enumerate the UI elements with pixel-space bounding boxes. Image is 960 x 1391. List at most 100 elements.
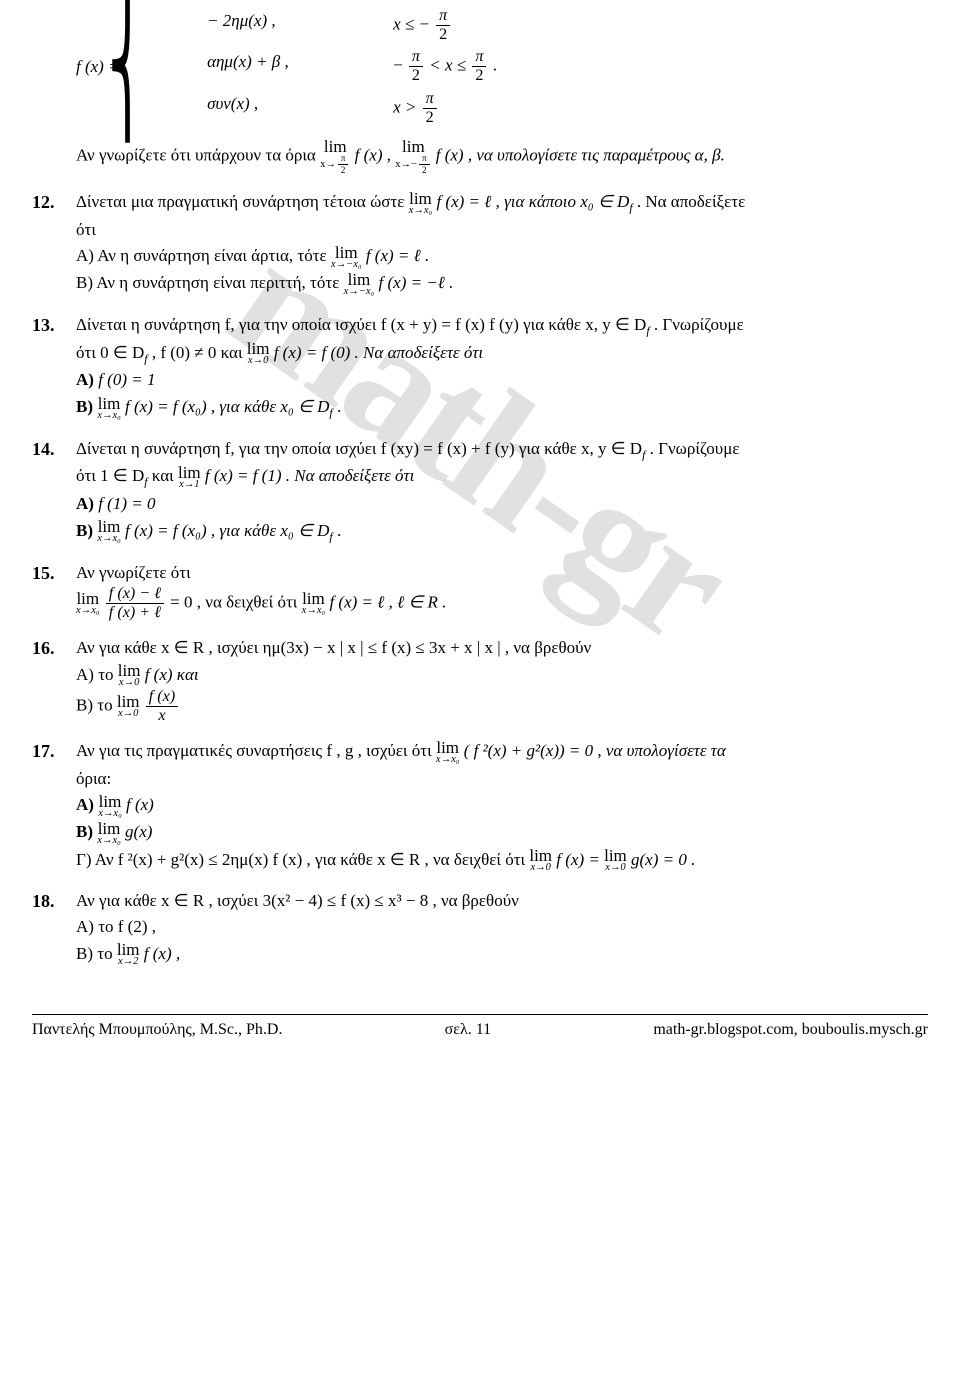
limit: limx→x₀ [97,395,121,422]
problem-body: Δίνεται μια πραγματική συνάρτηση τέτοια … [76,189,928,298]
text: ( f ²(x) + g²(x)) = 0 , να υπολογίσετε τ… [464,741,726,760]
lim-bot: x→0 [119,678,139,689]
sub-c: Γ) Αν f ²(x) + g²(x) ≤ 2ημ(x) f (x) , γι… [76,847,928,874]
frac-d: 2 [409,67,423,84]
problem-16: 16. Αν για κάθε x ∈ R , ισχύει ημ(3x) − … [32,635,928,724]
frac: f (x)x [146,689,178,724]
text: ότι 0 ∈ D [76,343,144,362]
frac-d: 2 [423,109,437,126]
lim-bot: x→−π2 [395,154,431,175]
subscript: f [642,447,645,461]
lim-bot: x→0 [530,863,550,874]
page-content: f (x) = ⎨ − 2ημ(x) , x ≤ − π2 αημ(x) + β… [32,8,928,1039]
sub-a: Α) το limx→0 f (x) και [76,662,928,689]
case-3: συν(x) , x > π2 [207,91,497,126]
lim-bot-pre: x→ [320,159,336,170]
limit: lim x→−π2 [395,138,431,175]
sub-b: Β) limx→x₀ g(x) [76,819,928,846]
limit: limx→1 [178,464,201,491]
problem-number: 15. [32,560,76,622]
sub-b: Β) το limx→2 f (x) , [76,941,928,968]
limit: limx→0 [117,693,140,720]
problem-body: Αν για κάθε x ∈ R , ισχύει ημ(3x) − x | … [76,635,928,724]
problem-number: 16. [32,635,76,724]
problem-18: 18. Αν για κάθε x ∈ R , ισχύει 3(x² − 4)… [32,888,928,968]
text: f (x) = ℓ . [366,246,429,265]
problem-14: 14. Δίνεται η συνάρτηση f, για την οποία… [32,436,928,546]
piecewise-function: f (x) = ⎨ − 2ημ(x) , x ≤ − π2 αημ(x) + β… [76,8,497,126]
case-2: αημ(x) + β , − π2 < x ≤ π2 . [207,49,497,84]
frac-n: π [472,49,486,67]
lim-bot: x→x₀ [76,606,100,617]
frac: π2 [423,91,437,126]
sub-b: Β) limx→x₀ f (x) = f (x₀) , για κάθε x₀ … [76,394,928,422]
text: f (x) και [145,665,199,684]
problem-body: Αν γνωρίζετε ότι limx→x₀ f (x) − ℓ f (x)… [76,560,928,622]
case-cond: − π2 < x ≤ π2 . [393,49,497,84]
problem-11-text: Αν γνωρίζετε ότι υπάρχουν τα όρια lim x→… [76,138,928,175]
limit: limx→0 [118,662,141,689]
frac-n: f (x) [146,689,178,707]
lim-bot: x→x₀ [436,755,460,766]
limit: limx→0 [604,847,627,874]
case-cond-mid: < x ≤ [429,56,470,75]
text: Α) το [76,665,118,684]
text: f (x) = ℓ , ℓ ∈ R . [329,592,446,611]
case-cond: x ≤ − π2 [393,8,452,43]
text: f (x) = ℓ , για κάποιο x₀ ∈ D [436,192,629,211]
problem-number: 13. [32,312,76,422]
text: . Να αποδείξετε [637,192,745,211]
limit: limx→x₀ [436,739,460,766]
problem-12: 12. Δίνεται μια πραγματική συνάρτηση τέτ… [32,189,928,298]
text: f (x) = f (x₀) , για κάθε x₀ ∈ D [125,397,329,416]
text: Β) το [76,695,117,714]
lim-bot: x→−x₀ [331,260,362,271]
text: , f (0) ≠ 0 και [152,343,247,362]
text: Β) [76,397,97,416]
text: και [152,466,178,485]
subscript: f [144,351,147,365]
text: f (x) = f (x₀) , για κάθε x₀ ∈ D [125,521,329,540]
sub-a: Α) Αν η συνάρτηση είναι άρτια, τότε limx… [76,243,928,270]
limit: limx→0 [529,847,552,874]
text: Δίνεται η συνάρτηση f, για την οποία ισχ… [76,439,642,458]
problem-number: 18. [32,888,76,968]
frac: π2 [409,49,423,84]
text: Αν για κάθε x ∈ R , ισχύει ημ(3x) − x | … [76,638,591,657]
problem-number-blank [32,8,76,175]
text: Δίνεται μια πραγματική συνάρτηση τέτοια … [76,192,409,211]
lim-bot: x→0 [605,863,625,874]
problem-number: 14. [32,436,76,546]
lim-bot: x→x₀ [409,206,433,217]
subscript: f [646,323,649,337]
case-cond-post: . [493,56,497,75]
lim-bot: x→x₀ [97,534,121,545]
problem-number: 17. [32,738,76,874]
frac-n: π [338,154,349,165]
text: . [337,397,341,416]
limit: limx→x₀ [97,518,121,545]
problem-body: Δίνεται η συνάρτηση f, για την οποία ισχ… [76,436,928,546]
subscript: f [144,475,147,489]
sub-a: Α) f (1) = 0 [76,491,928,517]
lim-bot: x→x₀ [302,606,326,617]
case-cond-pre: x > [393,97,421,116]
frac-n: π [409,49,423,67]
cases: − 2ημ(x) , x ≤ − π2 αημ(x) + β , − π2 < … [207,8,497,126]
lim-bot: x→−x₀ [344,287,375,298]
frac-d: 2 [436,26,450,43]
frac-d: 2 [472,67,486,84]
limit: limx→x₀ [302,590,326,617]
text: ότι 1 ∈ D [76,466,144,485]
case-cond: x > π2 [393,91,439,126]
text: . Γνωρίζουμε [650,439,740,458]
text: = 0 , να δειχθεί ότι [170,592,301,611]
case-expr: συν(x) , [207,91,347,126]
frac: f (x) − ℓ f (x) + ℓ [106,586,164,621]
lim-bot: x→0 [248,356,268,367]
lim-bot: x→x₀ [97,411,121,422]
footer-page: σελ. 11 [445,1021,492,1039]
frac-d: 2 [338,165,349,175]
lim-bot: x→2 [118,957,138,968]
frac: π2 [419,154,430,175]
